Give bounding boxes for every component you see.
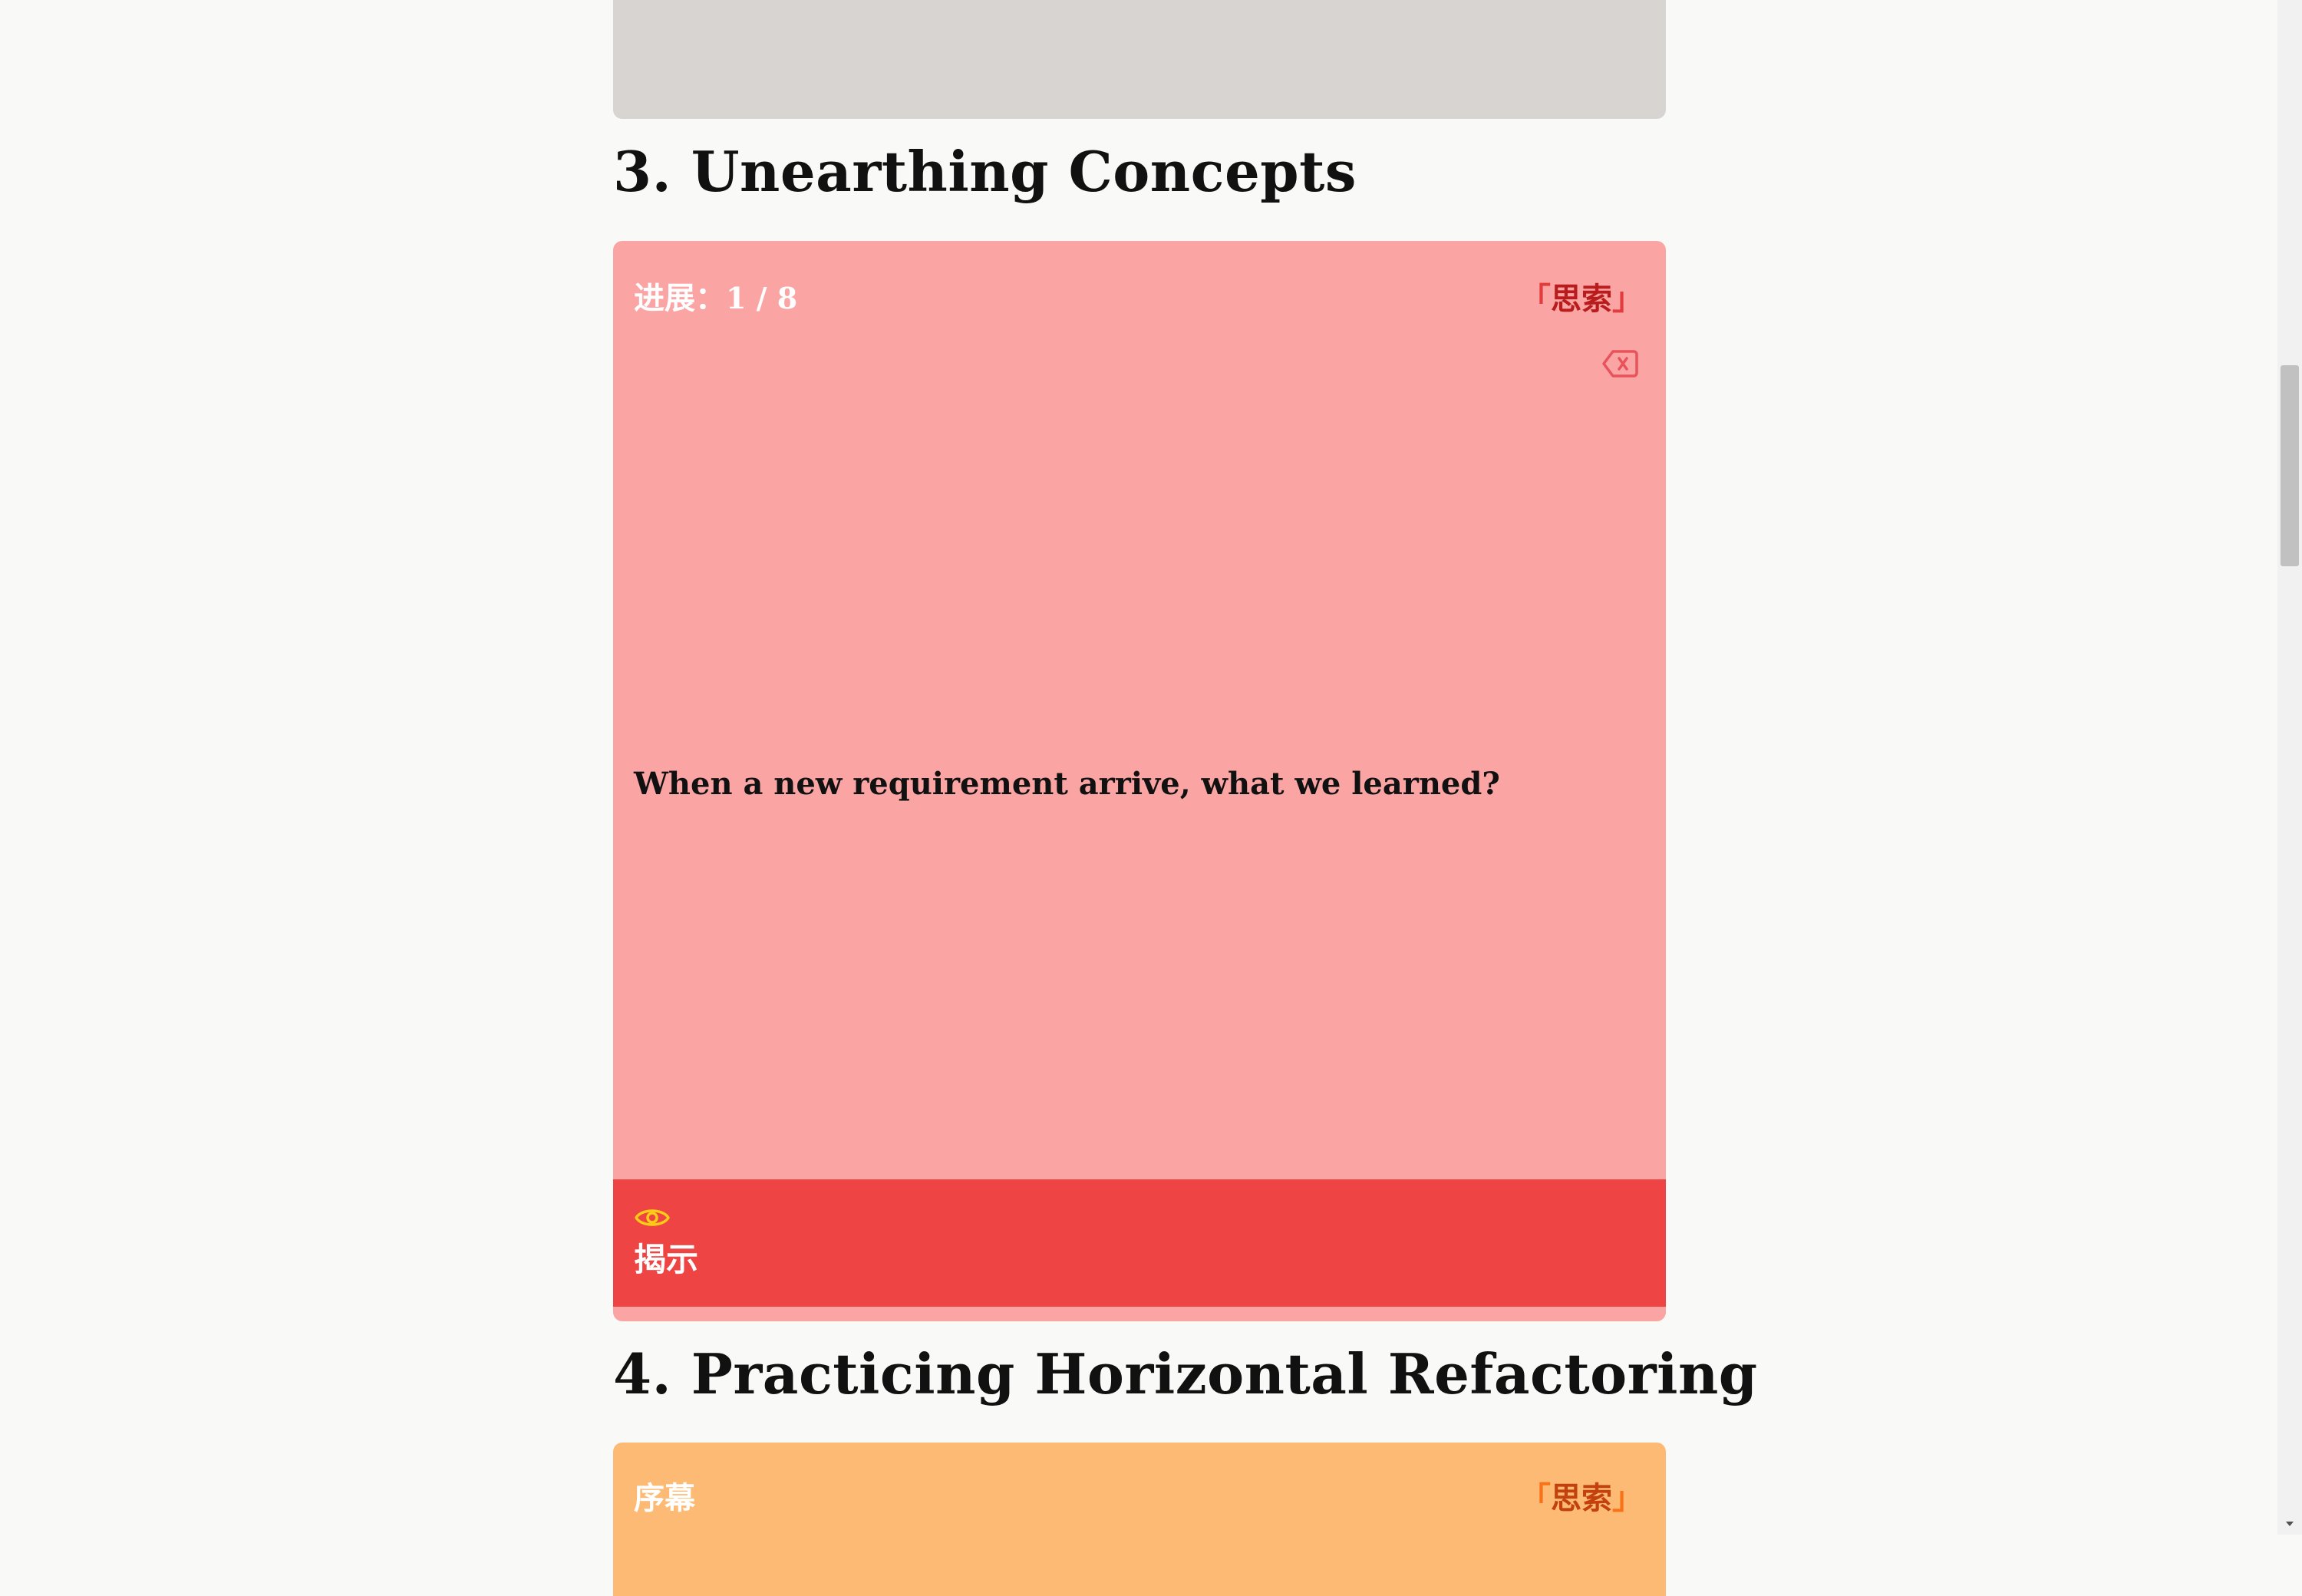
progress-label: 进展： — [634, 281, 726, 316]
card-tag: 「思索」 — [1520, 274, 1643, 318]
next-tag-text: 思索 — [1551, 1481, 1612, 1516]
tag-open-bracket: 「 — [1520, 282, 1551, 317]
section-heading-refactoring: 4. Practicing Horizontal Refactoring — [613, 1341, 1758, 1406]
progress-value: 1 / 8 — [726, 281, 798, 315]
eye-icon — [635, 1209, 670, 1226]
card-progress: 进展：1 / 8 — [634, 273, 797, 318]
reveal-bar — [613, 1179, 1666, 1307]
tag-close-bracket: 」 — [1612, 282, 1643, 317]
refactoring-card — [613, 1443, 1666, 1596]
scrollbar-thumb[interactable] — [2281, 365, 2299, 566]
section-heading-concepts: 3. Unearthing Concepts — [613, 139, 1357, 204]
clear-icon[interactable] — [1601, 348, 1638, 379]
reveal-button[interactable]: 揭示 — [634, 1205, 698, 1281]
refactoring-card-tag: 「思索」 — [1520, 1473, 1643, 1518]
next-tag-open-bracket: 「 — [1520, 1481, 1551, 1516]
refactoring-card-title: 序幕 — [634, 1481, 695, 1516]
concepts-quiz-card — [613, 241, 1666, 1321]
tag-text: 思索 — [1551, 282, 1612, 317]
scrollbar-track[interactable] — [2277, 0, 2302, 1535]
scroll-down-arrow-icon[interactable] — [2284, 1518, 2296, 1530]
reveal-label: 揭示 — [634, 1241, 699, 1278]
previous-card — [613, 0, 1666, 119]
card-question: When a new requirement arrive, what we l… — [634, 766, 1500, 802]
next-tag-close-bracket: 」 — [1612, 1481, 1643, 1516]
